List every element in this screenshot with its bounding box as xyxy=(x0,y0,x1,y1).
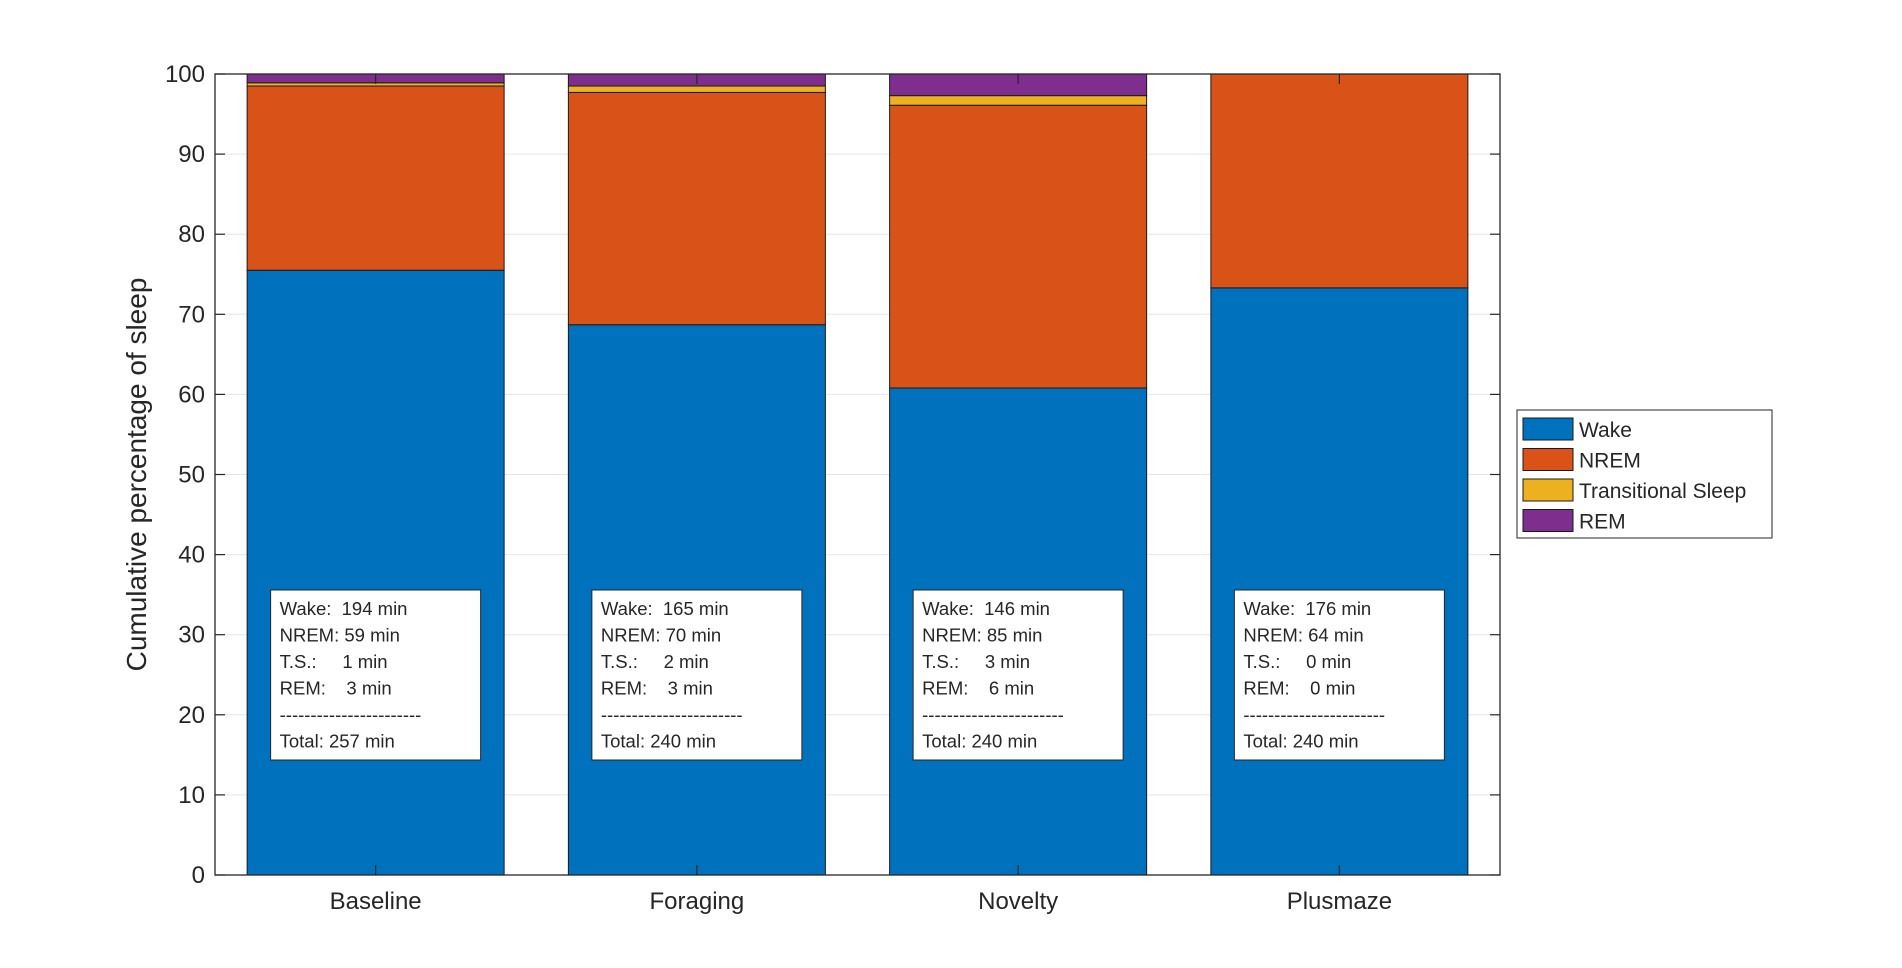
annotation-boxes: Wake: 194 min NREM: 59 min T.S.: 1 min REM:… xyxy=(270,589,1445,761)
y-tick-label: 40 xyxy=(178,542,205,569)
annotation-line: T.S.: 2 min xyxy=(601,651,709,672)
legend: Wake NREM Transitional Sleep REM xyxy=(1516,409,1773,539)
legend-entry: REM xyxy=(1579,511,1626,534)
annotation-box: Wake: 165 min NREM: 70 min T.S.: 2 min REM:… xyxy=(591,589,803,761)
annotation-line: Total: 240 min xyxy=(1243,731,1358,752)
legend-entry: Wake xyxy=(1579,419,1632,442)
y-tick-label: 70 xyxy=(178,301,205,328)
legend-swatch xyxy=(1522,509,1574,532)
annotation-box: Wake: 176 min NREM: 64 min T.S.: 0 min REM:… xyxy=(1233,589,1445,761)
annotation-line: ----------------------- xyxy=(1243,704,1385,725)
annotation-box: Wake: 194 min NREM: 59 min T.S.: 1 min REM:… xyxy=(270,589,482,761)
annotation-line: Wake: 165 min xyxy=(601,598,729,619)
annotation-line: REM: 6 min xyxy=(922,678,1034,699)
legend-swatch xyxy=(1522,478,1574,502)
annotation-line: Total: 240 min xyxy=(601,731,716,752)
annotation-line: Total: 257 min xyxy=(280,731,395,752)
legend-swatch xyxy=(1522,448,1574,471)
axis-ticks: 0 10 20 30 40 50 60 70 80 90 100 Baseline Foraging No… xyxy=(165,61,1500,915)
y-tick-label: 30 xyxy=(178,622,205,649)
x-tick-label: Novelty xyxy=(978,888,1058,915)
annotation-line: NREM: 85 min xyxy=(922,625,1042,646)
annotation-line: NREM: 70 min xyxy=(601,625,721,646)
annotation-box: Wake: 146 min NREM: 85 min T.S.: 3 min REM:… xyxy=(912,589,1124,761)
annotation-line: Wake: 194 min xyxy=(280,598,408,619)
annotation-line: T.S.: 1 min xyxy=(280,651,388,672)
bar-segment-transitional-sleep xyxy=(889,95,1148,106)
bars xyxy=(246,73,1469,876)
annotation-line: T.S.: 3 min xyxy=(922,651,1030,672)
legend-entry: NREM xyxy=(1579,450,1641,473)
y-tick-label: 90 xyxy=(178,141,205,168)
annotation-line: Wake: 176 min xyxy=(1243,598,1371,619)
y-tick-label: 100 xyxy=(165,61,205,88)
y-tick-label: 20 xyxy=(178,702,205,729)
y-tick-label: 80 xyxy=(178,221,205,248)
bar-segment-nrem xyxy=(889,104,1148,389)
x-tick-label: Foraging xyxy=(650,888,745,915)
annotation-line: NREM: 64 min xyxy=(1243,625,1363,646)
annotation-line: T.S.: 0 min xyxy=(1243,651,1351,672)
annotation-line: REM: 3 min xyxy=(601,678,713,699)
legend-swatch xyxy=(1522,417,1574,441)
annotation-line: REM: 0 min xyxy=(1243,678,1355,699)
annotation-line: ----------------------- xyxy=(280,704,422,725)
y-tick-label: 60 xyxy=(178,381,205,408)
y-tick-label: 50 xyxy=(178,462,205,489)
bar-segment-nrem xyxy=(567,91,826,326)
y-axis-label: Cumulative percentage of sleep xyxy=(121,278,152,672)
y-tick-label: 0 xyxy=(192,862,205,889)
legend-entry: Transitional Sleep xyxy=(1579,480,1746,503)
annotation-line: ----------------------- xyxy=(922,704,1064,725)
bar-segment-transitional-sleep xyxy=(567,85,826,93)
annotation-line: REM: 3 min xyxy=(280,678,392,699)
annotation-line: Wake: 146 min xyxy=(922,598,1050,619)
annotation-line: Total: 240 min xyxy=(922,731,1037,752)
annotation-line: ----------------------- xyxy=(601,704,743,725)
y-tick-label: 10 xyxy=(178,782,205,809)
bar-segment-wake xyxy=(246,269,505,876)
bar-segment-wake xyxy=(1210,287,1469,876)
annotation-line: NREM: 59 min xyxy=(280,625,400,646)
bar-segment-nrem xyxy=(246,85,505,271)
bar-segment-nrem xyxy=(1210,73,1469,289)
x-tick-label: Baseline xyxy=(330,888,422,915)
x-tick-label: Plusmaze xyxy=(1287,888,1392,915)
